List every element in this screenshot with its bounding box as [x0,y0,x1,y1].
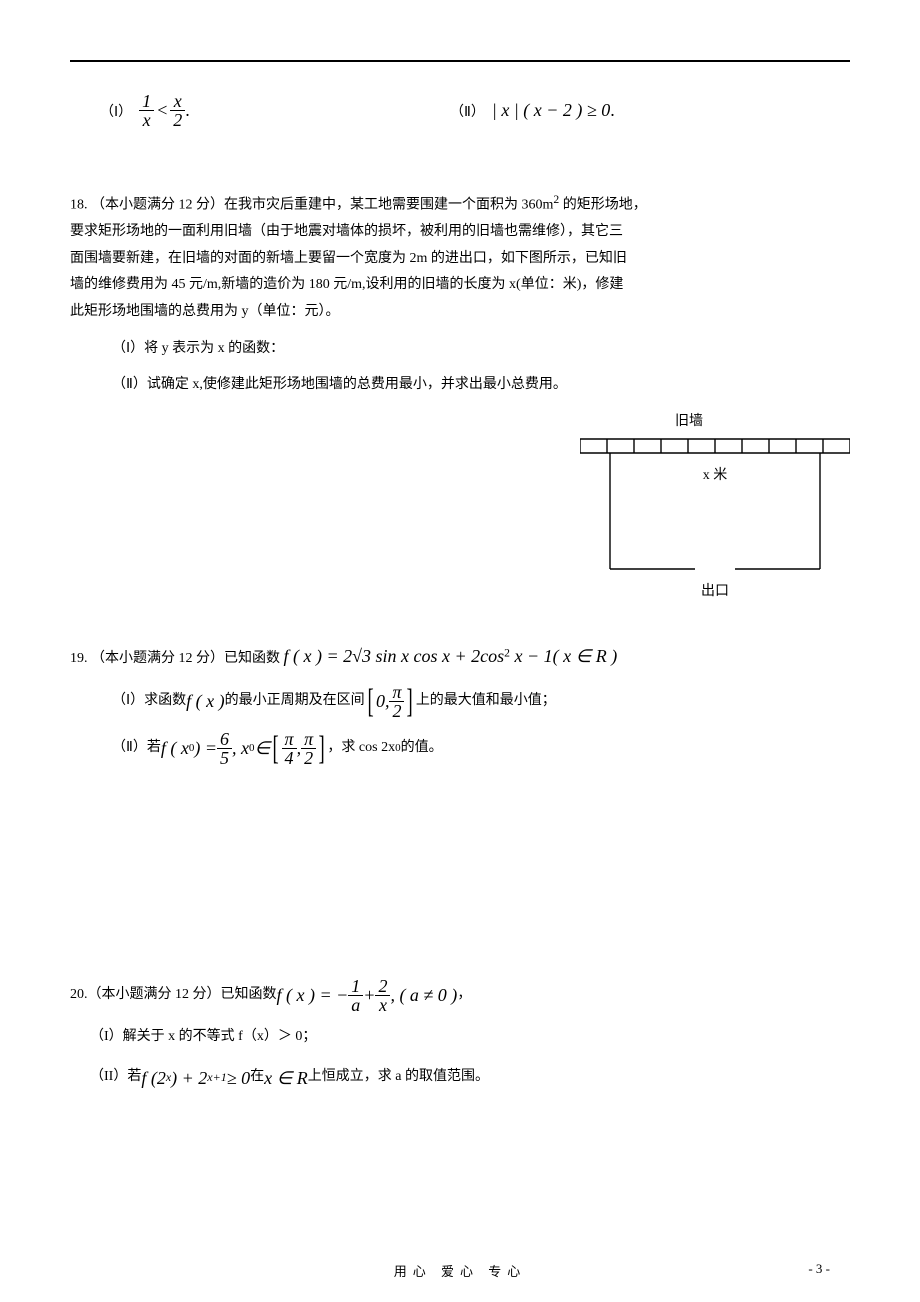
q19-p2-int-lo: π 4 [282,730,297,767]
rbracket-icon: ] [319,732,325,766]
q18-num: 18. [70,198,88,213]
frac-den: x [139,111,154,129]
q20-p2-xr: x ∈ R [264,1061,308,1095]
q19-p2-comma: , x [232,731,249,765]
q20-tail: ， [457,982,471,1009]
q20-p2-c: 上恒成立，求 a 的取值范围。 [308,1064,489,1091]
q20-num: 20. [70,982,88,1009]
q19-func-tail: x − 1( x ∈ R ) [510,646,617,666]
q17-p2-label: （Ⅱ） [450,101,485,121]
frac-num: 2 [375,977,390,996]
q19-p2-f: f ( x [161,731,189,765]
q19-p1-int-hi: π 2 [389,683,404,720]
q20-head: （本小题满分 12 分）已知函数 [88,982,277,1009]
top-rule [70,60,850,62]
q17-p2-tail: . [610,100,615,121]
frac-num: π [389,683,404,702]
q17-p1-rhs: x 2 [170,92,185,129]
q19-p2-frac: 6 5 [217,730,232,767]
q19-p1-a: （Ⅰ）求函数 [112,688,186,715]
q17-p2-expr: | x | ( x − 2 ) ≥ 0 [492,100,610,121]
q20-p2-expr: f (2 [141,1061,166,1095]
q18-b1: 要求矩形场地的一面利用旧墙（由于地震对墙体的损坏，被利用的旧墙也需维修），其它三 [70,224,623,239]
q19-p1-c: 上的最大值和最小值； [416,688,556,715]
q19-p1-b: 的最小正周期及在区间 [225,688,365,715]
q19-p2-tail-b: 的值。 [401,735,443,762]
q18-b2: 面围墙要新建，在旧墙的对面的新墙上要留一个宽度为 2m 的进出口，如下图所示，已… [70,251,627,266]
q20: 20. （本小题满分 12 分）已知函数 f ( x ) = − 1 a + 2… [70,977,850,1014]
q17-p1-tail: . [185,100,190,121]
q18-p1: （Ⅰ）将 y 表示为 x 的函数： [70,336,850,363]
q20-p1: （I）解关于 x 的不等式 f（x）＞ 0； [70,1024,850,1051]
svg-text:出口: 出口 [701,583,729,599]
q19-p1: （Ⅰ）求函数 f ( x ) 的最小正周期及在区间 [ 0, π 2 ] 上的最… [70,683,850,720]
q18-head-tail: 的矩形场地， [559,198,647,213]
q17-row: （Ⅰ） 1 x < x 2 . （Ⅱ） | x | ( x − 2 ) ≥ 0 … [70,92,850,129]
q19-p1-int-lo: 0, [376,684,390,718]
q19-p2-a: （Ⅱ）若 [112,735,161,762]
svg-text:x 米: x 米 [703,467,728,483]
frac-den: 2 [301,749,316,767]
q19-p2: （Ⅱ）若 f ( x0 ) = 6 5 , x0 ∈ [ π 4 , π 2 ]… [70,730,850,767]
rbracket-icon: ] [407,685,413,719]
svg-text:旧墙: 旧墙 [675,413,703,429]
frac-den: a [348,996,363,1014]
q19-p2-in: ∈ [255,731,271,765]
q20-cond: , ( a ≠ 0 ) [390,978,457,1012]
q19-p2-int-hi: π 2 [301,730,316,767]
q19-func: f ( x ) = 2√3 sin x cos x + 2cos [284,646,505,666]
q20-p2-a: （II）若 [90,1064,141,1091]
q17-part1: （Ⅰ） 1 x < x 2 . [100,92,450,129]
q18-diagram: 旧墙 x 米出口 [580,409,850,609]
q18-diagram-wrap: 旧墙 x 米出口 [70,409,850,609]
q19-num: 19. [70,651,88,666]
q20-plus: + [363,978,375,1012]
lbracket-icon: [ [367,685,373,719]
q19-p1-fx: f ( x ) [186,684,224,718]
frac-num: 1 [348,977,363,996]
q20-p2-mid: ) + 2 [171,1061,207,1095]
footer: 用心 爱心 专心 - 3 - [0,1261,920,1280]
footer-page: - 3 - [808,1261,830,1277]
frac-num: x [170,92,185,111]
q18-b3: 墙的维修费用为 45 元/m,新墙的造价为 180 元/m,设利用的旧墙的长度为… [70,277,623,292]
q17-p1-label: （Ⅰ） [100,101,132,121]
q18-p2: （Ⅱ）试确定 x,使修建此矩形场地围墙的总费用最小，并求出最小总费用。 [70,372,850,399]
q18-b4: 此矩形场地围墙的总费用为 y（单位：元）。 [70,304,340,319]
q19-p2-tail-a: ，求 cos 2x [327,735,395,762]
frac-den: 4 [282,749,297,767]
q19-head: （本小题满分 12 分）已知函数 [91,651,284,666]
q20-t2: 2 x [375,977,390,1014]
frac-num: π [301,730,316,749]
frac-num: 6 [217,730,232,749]
spacer [70,777,850,967]
q20-t1: 1 a [348,977,363,1014]
q17-part2: （Ⅱ） | x | ( x − 2 ) ≥ 0 . [450,100,615,121]
lbracket-icon: [ [273,732,279,766]
frac-den: 2 [389,702,404,720]
frac-num: π [282,730,297,749]
frac-num: 1 [139,92,154,111]
q19-p2-eq: ) = [194,731,217,765]
q18-head: （本小题满分 12 分）在我市灾后重建中，某工地需要围建一个面积为 360m [91,198,553,213]
frac-den: 5 [217,749,232,767]
q17-p1-op: < [154,100,170,121]
q17-p1-lhs: 1 x [139,92,154,129]
q18: 18. （本小题满分 12 分）在我市灾后重建中，某工地需要围建一个面积为 36… [70,189,850,326]
frac-den: 2 [170,111,185,129]
q20-p2-b: 在 [250,1064,264,1091]
q20-fx: f ( x ) = − [277,978,349,1012]
q20-p2: （II）若 f (2x ) + 2x+1 ≥ 0 在 x ∈ R 上恒成立，求 … [70,1061,850,1095]
q20-p2-sup2: x+1 [207,1066,226,1089]
frac-den: x [375,996,390,1014]
footer-motto: 用心 爱心 专心 [0,1261,920,1280]
q19: 19. （本小题满分 12 分）已知函数 f ( x ) = 2√3 sin x… [70,639,850,673]
q20-p2-ge: ≥ 0 [227,1061,250,1095]
